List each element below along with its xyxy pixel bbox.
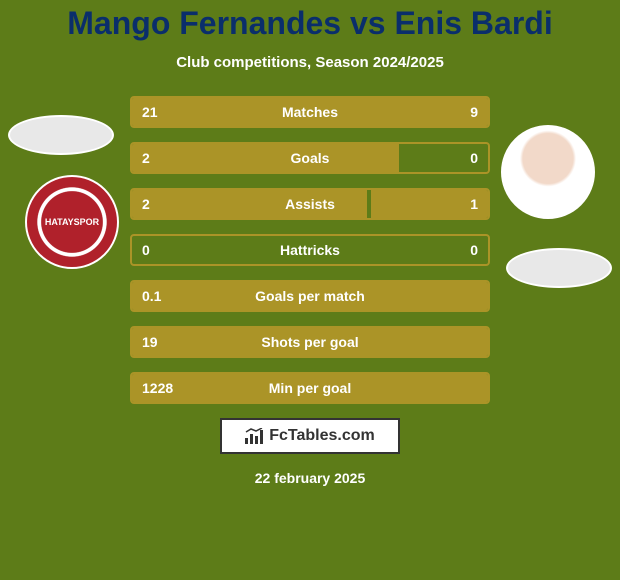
- stat-label: Shots per goal: [261, 334, 358, 350]
- stat-left-value: 2: [142, 196, 150, 212]
- stat-bar-left: [132, 98, 381, 126]
- date-text: 22 february 2025: [0, 470, 620, 486]
- brand-text: FcTables.com: [269, 427, 375, 445]
- stat-right-value: 0: [470, 242, 478, 258]
- left-club-badge-icon: HATAYSPOR: [25, 175, 119, 269]
- stat-row: 2 Assists 1: [130, 188, 490, 220]
- page-title: Mango Fernandes vs Enis Bardi: [0, 5, 620, 42]
- stat-label: Assists: [285, 196, 335, 212]
- brand-badge: FcTables.com: [220, 418, 400, 454]
- subtitle: Club competitions, Season 2024/2025: [0, 54, 620, 71]
- stat-right-value: 9: [470, 104, 478, 120]
- stat-label: Goals: [291, 150, 330, 166]
- brand-chart-icon: [245, 428, 265, 444]
- stat-left-value: 0.1: [142, 288, 161, 304]
- stat-row: 1228 Min per goal: [130, 372, 490, 404]
- stat-row: 0 Hattricks 0: [130, 234, 490, 266]
- right-jersey-icon: [506, 248, 612, 288]
- stat-left-value: 1228: [142, 380, 173, 396]
- right-player-avatar: [501, 125, 595, 219]
- stat-left-value: 2: [142, 150, 150, 166]
- left-club-text: HATAYSPOR: [45, 217, 99, 227]
- stat-row: 0.1 Goals per match: [130, 280, 490, 312]
- stat-label: Goals per match: [255, 288, 365, 304]
- stats-table: 21 Matches 9 2 Goals 0 2 Assists 1 0 Hattricks 0 0.1…: [130, 96, 490, 404]
- left-jersey-icon: [8, 115, 114, 155]
- stat-row: 19 Shots per goal: [130, 326, 490, 358]
- stat-left-value: 19: [142, 334, 158, 350]
- stat-bar-left: [132, 144, 399, 172]
- stat-left-value: 0: [142, 242, 150, 258]
- stat-row: 21 Matches 9: [130, 96, 490, 128]
- stat-label: Matches: [282, 104, 338, 120]
- comparison-card: Mango Fernandes vs Enis Bardi Club compe…: [0, 0, 620, 580]
- stat-right-value: 0: [470, 150, 478, 166]
- stat-label: Hattricks: [280, 242, 340, 258]
- stat-right-value: 1: [470, 196, 478, 212]
- stat-label: Min per goal: [269, 380, 351, 396]
- stat-left-value: 21: [142, 104, 158, 120]
- stat-row: 2 Goals 0: [130, 142, 490, 174]
